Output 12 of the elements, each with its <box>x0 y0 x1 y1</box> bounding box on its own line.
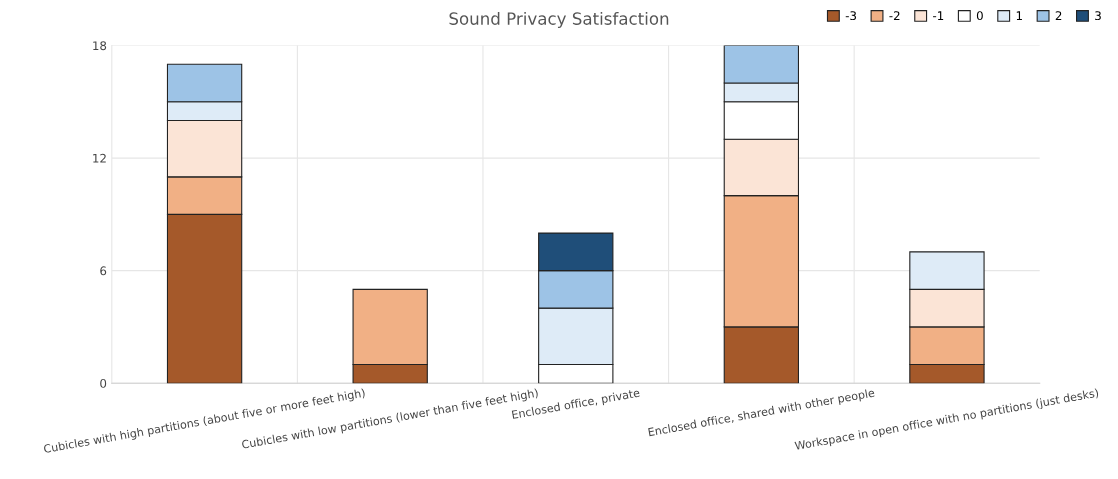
legend-label: -3 <box>845 11 856 21</box>
y-tick-label: 6 <box>100 266 107 276</box>
legend-label: 1 <box>1016 11 1022 20</box>
y-tick-label: 0 <box>100 378 107 388</box>
y-tick-label: 18 <box>93 41 107 51</box>
legend-label: 3 <box>1095 11 1101 21</box>
legend-label: -2 <box>889 11 900 20</box>
legend-label: 0 <box>976 11 983 21</box>
chart-title: Sound Privacy Satisfaction <box>449 11 669 29</box>
legend-label: 2 <box>1055 11 1062 20</box>
y-tick-label: 12 <box>93 153 106 163</box>
legend-label: -1 <box>933 11 944 20</box>
